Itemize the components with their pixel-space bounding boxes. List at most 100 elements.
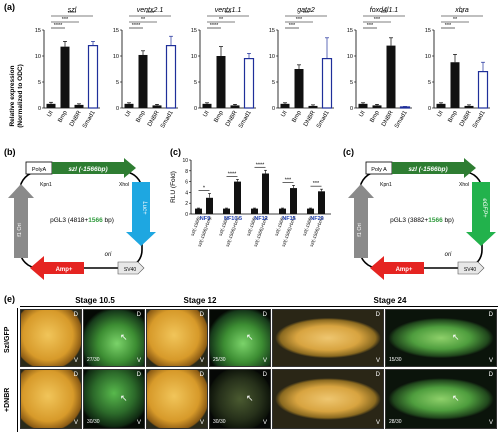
y-tick-label: 2 xyxy=(185,201,188,207)
insert-label: szl (-1566bp) xyxy=(408,166,447,173)
y-tick-label: 15 xyxy=(425,28,431,34)
y-tick-label: 5 xyxy=(428,80,431,86)
row-label-dnbr: +DNBR xyxy=(4,387,11,412)
x-tick-label: DNBR xyxy=(381,109,395,127)
panel-label-c-right: (c) xyxy=(343,147,354,157)
bar xyxy=(308,105,318,108)
sig-label: **** xyxy=(68,11,77,17)
bar xyxy=(290,188,297,214)
sig-label: * xyxy=(203,185,206,191)
sig-label: **** xyxy=(228,171,237,177)
x-tick-label: DNBR xyxy=(459,109,473,127)
bar xyxy=(87,44,99,109)
bar xyxy=(464,105,474,108)
x-tick-label: DNBR xyxy=(303,109,317,127)
qpcr-bar-charts: Relative expression (Normalized to ODC) s… xyxy=(9,7,490,129)
arrow-icon: ↖ xyxy=(120,393,128,404)
plasmid-size-base: pGL3 (4818+ xyxy=(50,217,88,224)
luciferase-bar-chart: RLU (Fold)0246810szl(-1566)szl(-1566)+bm… xyxy=(170,158,331,247)
plasmid-map-egfp: Poly A szl (-1566bp) Kpn1 Xhol eGFP+ f1 Ori pG… xyxy=(348,158,496,280)
dorsal-marker: D xyxy=(262,372,267,378)
sig-label: *** xyxy=(225,11,232,17)
y-tick-label: 10 xyxy=(113,54,119,60)
dorsal-marker: D xyxy=(199,312,204,318)
f1-ori-arrow xyxy=(348,184,374,258)
dorsal-marker: D xyxy=(488,372,493,378)
y-tick-label: 4 xyxy=(185,190,188,196)
sig-label: ** xyxy=(141,17,146,23)
xho-label: Xhol xyxy=(119,182,129,188)
y-tick-label: 5 xyxy=(116,80,119,86)
bar xyxy=(386,45,396,108)
ventral-marker: V xyxy=(262,420,267,426)
dorsal-marker: D xyxy=(375,372,380,378)
amp-label: Amp+ xyxy=(56,267,73,273)
sig-label: *** xyxy=(296,17,303,23)
x-tick-label: Smad1 xyxy=(238,109,253,129)
x-tick-label: UI xyxy=(359,110,367,118)
bar xyxy=(436,103,446,108)
insert-label: szl (-1566bp) xyxy=(68,166,107,173)
stage-label: NF10.5 xyxy=(224,216,242,222)
sig-label: *** xyxy=(374,17,381,23)
ventral-marker: V xyxy=(262,358,267,364)
x-tick-label: DNBR xyxy=(69,109,83,127)
sv40-label: SV40 xyxy=(124,267,136,273)
stage-label: NF9 xyxy=(200,216,210,222)
ventral-marker: V xyxy=(136,420,141,426)
dorsal-marker: D xyxy=(375,312,380,318)
y-axis-title-line1: Relative expression xyxy=(9,65,16,126)
y-tick-label: 10 xyxy=(425,54,431,60)
x-tick-label: Bmp xyxy=(369,109,381,123)
sig-label: *** xyxy=(303,11,310,17)
embryo-count: 30/30 xyxy=(87,419,100,425)
row-label-szl-gfp: Szl/GFP xyxy=(4,326,11,353)
stage-label-12: Stage 12 xyxy=(183,296,217,305)
bar xyxy=(450,62,460,108)
x-tick-label: Smad1 xyxy=(160,109,175,129)
dorsal-marker: D xyxy=(199,372,204,378)
bar xyxy=(152,105,162,108)
y-tick-label: 10 xyxy=(35,54,41,60)
x-tick-label: szl(-1566) xyxy=(190,215,202,236)
sig-label: **** xyxy=(210,23,219,29)
sig-label: **** xyxy=(256,162,265,168)
plasmid-size-insert: 1566 xyxy=(88,217,103,224)
embryo-count: 27/30 xyxy=(87,357,100,363)
bar xyxy=(74,104,84,108)
sig-label: **** xyxy=(54,23,63,29)
bar xyxy=(230,105,240,108)
reporter-arrow xyxy=(126,182,156,246)
sig-label: *** xyxy=(367,23,374,29)
y-tick-label: 5 xyxy=(350,80,353,86)
ventral-marker: V xyxy=(136,358,141,364)
ori-label: ori xyxy=(445,252,452,258)
x-tick-label: Bmp xyxy=(447,109,459,123)
x-tick-label: szl(-1566) xyxy=(218,215,230,236)
reporter-arrow xyxy=(466,182,496,246)
sig-label: *** xyxy=(381,11,388,17)
ventral-marker: V xyxy=(73,420,78,426)
x-tick-label: szl(-1566) xyxy=(302,215,314,236)
embryo-count: 28/30 xyxy=(389,419,402,425)
y-tick-label: 0 xyxy=(272,106,275,112)
ventral-marker: V xyxy=(488,420,493,426)
panel-label-a: (a) xyxy=(4,2,15,12)
y-tick-label: 15 xyxy=(35,28,41,34)
dorsal-marker: D xyxy=(136,312,141,318)
sv40-box xyxy=(457,261,485,275)
y-axis-label: Relative expression (Normalized to ODC) xyxy=(9,64,24,128)
sv40-label: SV40 xyxy=(464,267,476,273)
amp-label: Amp+ xyxy=(396,267,413,273)
y-tick-label: 0 xyxy=(38,106,41,112)
sig-label: **** xyxy=(132,23,141,29)
bar xyxy=(307,208,314,214)
bar xyxy=(46,103,56,108)
embryo-image: D V 28/30 ↖ xyxy=(385,369,497,429)
y-tick-label: 15 xyxy=(191,28,197,34)
